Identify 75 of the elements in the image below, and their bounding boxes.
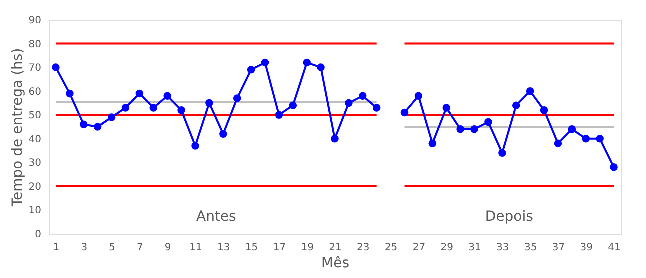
y-tick-label: 80: [28, 39, 42, 50]
point: [150, 104, 158, 112]
point: [456, 126, 464, 134]
point: [428, 140, 437, 148]
x-axis-title: Mês: [322, 256, 350, 272]
point: [192, 142, 200, 150]
point: [582, 135, 590, 143]
x-tick-label: 35: [524, 242, 538, 254]
y-tick-label: 60: [28, 86, 42, 98]
y-tick-label: 70: [28, 63, 42, 74]
x-tick-label: 33: [496, 242, 510, 254]
point: [164, 92, 172, 100]
point: [540, 106, 548, 114]
point: [122, 104, 130, 112]
x-tick-label: 5: [109, 242, 116, 254]
y-tick-label: 40: [28, 134, 42, 146]
point: [359, 92, 367, 100]
x-tick-label: 29: [440, 242, 454, 254]
point: [331, 135, 339, 143]
point: [206, 99, 214, 108]
y-tick-label: 0: [35, 230, 42, 240]
point: [414, 92, 423, 100]
point: [136, 90, 144, 98]
point: [498, 149, 506, 158]
point: [610, 164, 618, 172]
x-tick-label: 3: [81, 242, 88, 254]
point: [512, 102, 520, 110]
point: [289, 102, 298, 110]
point: [400, 108, 409, 117]
x-tick-label: 39: [580, 242, 593, 254]
x-tick-label: 23: [357, 242, 370, 254]
point: [596, 135, 604, 143]
point: [220, 130, 228, 138]
x-tick-label: 37: [552, 242, 566, 254]
x-tick-label: 7: [136, 242, 144, 254]
y-tick-label: 90: [28, 16, 42, 26]
x-tick-label: 17: [273, 242, 286, 254]
point: [554, 140, 562, 148]
point: [233, 94, 242, 102]
x-tick-label: 19: [301, 242, 314, 254]
point: [66, 90, 74, 98]
annotation: Depois: [485, 208, 534, 225]
point: [470, 126, 478, 134]
point: [568, 126, 576, 134]
point: [80, 120, 88, 128]
x-tick-label: 25: [384, 242, 398, 254]
point: [178, 106, 186, 114]
x-tick-label: 21: [329, 242, 342, 254]
point: [247, 66, 256, 74]
point: [442, 104, 450, 112]
x-tick-label: 9: [164, 242, 172, 254]
point: [345, 99, 353, 108]
y-tick-label: 20: [28, 182, 42, 193]
point: [317, 64, 325, 72]
x-tick-label: 11: [190, 242, 202, 254]
point: [303, 58, 311, 67]
y-tick-label: 30: [28, 158, 42, 170]
point: [275, 111, 284, 119]
point: [484, 118, 492, 126]
point: [526, 87, 534, 96]
x-tick-label: 41: [608, 242, 621, 254]
x-tick-label: 31: [468, 242, 482, 254]
x-tick-label: 27: [412, 242, 426, 254]
x-tick-label: 15: [245, 242, 258, 254]
x-tick-label: 13: [218, 242, 230, 254]
point: [94, 123, 102, 131]
point: [261, 58, 270, 67]
annotation: Antes: [196, 208, 236, 225]
y-axis-title: Tempo de entrega (hs): [10, 48, 26, 208]
y-tick-label: 10: [28, 206, 42, 217]
point: [108, 114, 116, 122]
x-tick-label: 1: [53, 242, 60, 254]
point: [372, 104, 381, 112]
point: [52, 64, 60, 72]
y-tick-label: 50: [28, 110, 42, 122]
